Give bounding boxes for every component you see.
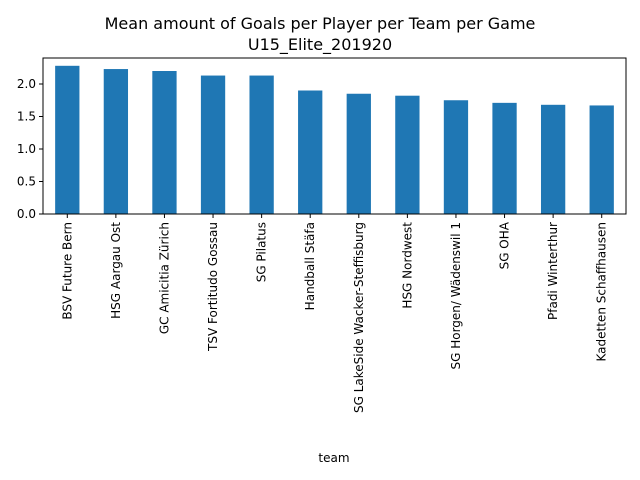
y-tick-label: 1.0 xyxy=(17,142,36,156)
x-tick-label: SG Pilatus xyxy=(255,222,269,282)
x-tick-label: TSV Fortitudo Gossau xyxy=(206,222,220,352)
bar xyxy=(55,65,80,214)
y-tick-label: 0.5 xyxy=(17,175,36,189)
y-axis: 0.0 0.5 1.0 1.5 2.0 xyxy=(17,77,43,221)
x-tick-label: GC Amicitia Zürich xyxy=(157,222,171,334)
x-tick-label: Pfadi Winterthur xyxy=(546,222,560,320)
bar xyxy=(200,75,226,214)
bar xyxy=(249,75,274,214)
bar xyxy=(395,95,420,214)
bar xyxy=(152,71,177,214)
x-tick-label: Handball Stäfa xyxy=(303,222,317,310)
bar xyxy=(540,104,566,214)
chart-subtitle: U15_Elite_201920 xyxy=(248,35,392,55)
y-tick-label: 0.0 xyxy=(17,207,36,221)
x-tick-label: SG OHA xyxy=(498,221,512,269)
x-axis: BSV Future Bern HSG Aargau Ost GC Amicitia… xyxy=(60,214,609,413)
y-tick-label: 1.5 xyxy=(17,110,36,124)
x-tick-label: HSG Nordwest xyxy=(400,222,414,309)
bar xyxy=(346,93,371,214)
bars-group xyxy=(55,65,614,214)
bar xyxy=(443,100,469,214)
x-tick-label: HSG Aargau Ost xyxy=(109,222,123,319)
bar xyxy=(103,69,129,214)
bar xyxy=(589,105,614,214)
x-tick-label: SG Horgen/ Wädenswil 1 xyxy=(449,222,463,370)
x-axis-label: team xyxy=(318,451,349,465)
plot-frame xyxy=(42,57,627,215)
y-tick-label: 2.0 xyxy=(17,77,36,91)
x-tick-label: BSV Future Bern xyxy=(60,222,74,320)
bar xyxy=(298,90,323,214)
x-tick-label: Kadetten Schaffhausen xyxy=(595,222,609,361)
x-tick-label: SG LakeSide Wacker-Steffisburg xyxy=(352,222,366,413)
bar xyxy=(492,102,517,214)
chart-title: Mean amount of Goals per Player per Team… xyxy=(105,14,536,33)
